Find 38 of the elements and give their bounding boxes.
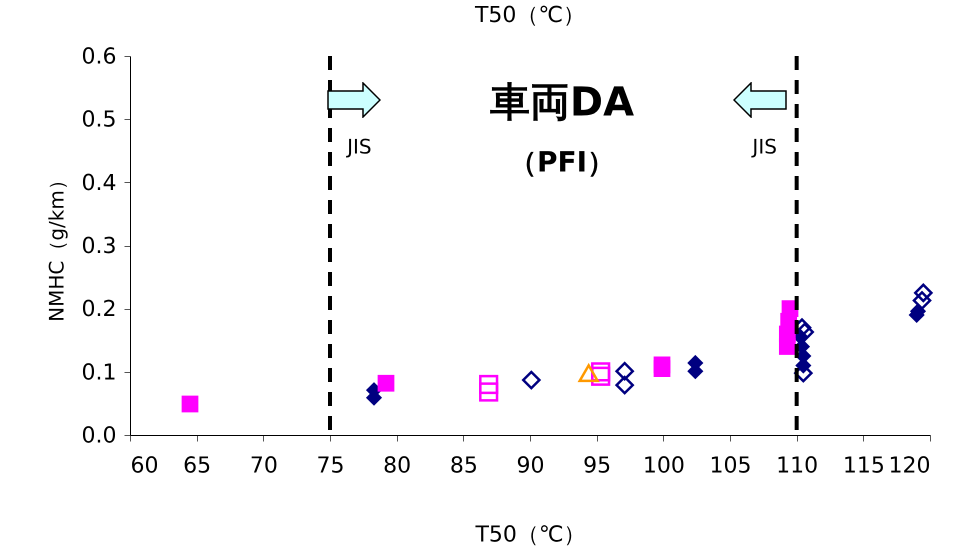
x-axis-title: T50（℃） xyxy=(474,522,586,548)
x-tick-label: 120 xyxy=(888,454,930,478)
point xyxy=(182,396,198,412)
point xyxy=(615,376,634,394)
x-tick-label: 60 xyxy=(130,454,158,478)
annotation: JIS xyxy=(345,134,372,159)
x-tick-label: 75 xyxy=(316,454,344,478)
y-tick-label: 0.6 xyxy=(82,44,116,70)
x-tick-label: 115 xyxy=(842,454,885,478)
point xyxy=(914,284,933,302)
y-tick-label: 0.3 xyxy=(82,234,116,259)
chart-title: T50（℃） xyxy=(474,3,586,28)
x-tick-label: 105 xyxy=(710,454,752,478)
x-tick-label: 100 xyxy=(642,454,685,478)
x-tick-label: 110 xyxy=(776,454,818,478)
y-tick-label: 0.1 xyxy=(82,360,116,386)
x-tick-label: 70 xyxy=(250,454,278,478)
y-tick-label: 0.4 xyxy=(82,170,116,196)
annotation: JIS xyxy=(750,134,777,159)
y-tick-label: 0.0 xyxy=(82,424,116,448)
point xyxy=(522,370,541,390)
point xyxy=(578,364,599,382)
y-axis-title: NMHC（g/km） xyxy=(44,170,69,322)
point xyxy=(615,362,634,381)
point xyxy=(912,291,932,310)
point xyxy=(378,374,394,392)
x-tick-label: 80 xyxy=(383,454,412,478)
x-tick-label: 85 xyxy=(450,454,478,478)
y-tick-label: 0.2 xyxy=(82,297,116,322)
x-tick-label: 95 xyxy=(583,454,612,478)
y-tick-label: 0.5 xyxy=(82,108,116,133)
point xyxy=(654,356,670,374)
point xyxy=(479,382,498,402)
annotation: （PFI） xyxy=(508,145,616,178)
x-tick-label: 65 xyxy=(183,454,212,478)
annotation: 車両DA xyxy=(488,79,634,126)
point xyxy=(479,374,498,394)
x-tick-label: 90 xyxy=(516,454,544,478)
